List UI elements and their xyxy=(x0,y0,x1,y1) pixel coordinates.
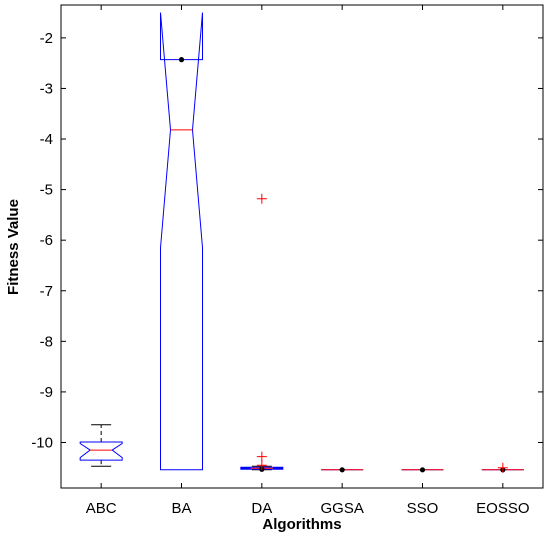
x-tick-label: GGSA xyxy=(320,500,363,517)
y-tick-label: -4 xyxy=(40,131,53,148)
box-da xyxy=(240,193,284,472)
x-axis-title: Algorithms xyxy=(262,516,341,533)
outlier-marker xyxy=(256,193,267,204)
y-tick-label: -9 xyxy=(40,384,53,401)
mean-marker xyxy=(339,467,345,473)
x-tick-label: ABC xyxy=(86,500,117,517)
box-eosso xyxy=(481,462,524,473)
y-axis-title: Fitness Value xyxy=(5,199,22,295)
y-tick-label: -5 xyxy=(40,182,53,199)
outlier-marker xyxy=(497,462,508,473)
box-outline xyxy=(79,441,123,461)
y-tick-label: -2 xyxy=(40,30,53,47)
outlier-marker xyxy=(256,460,267,471)
box-abc xyxy=(79,424,123,467)
y-tick-label: -10 xyxy=(31,434,53,451)
plot-area xyxy=(60,4,544,489)
box-sso xyxy=(401,467,444,473)
y-tick-label: -3 xyxy=(40,80,53,97)
y-tick-label: -7 xyxy=(40,283,53,300)
x-tick-label: DA xyxy=(251,500,272,517)
y-tick-label: -8 xyxy=(40,333,53,350)
box-ggsa xyxy=(321,467,364,473)
box-ba xyxy=(160,12,203,471)
outlier-marker xyxy=(256,451,267,462)
mean-marker xyxy=(178,57,185,63)
x-tick-label: EOSSO xyxy=(476,500,529,517)
x-axis: ABC BA DA GGSA SSO EOSSO xyxy=(86,5,530,517)
box-outline xyxy=(160,12,203,471)
y-axis: -2 -3 -4 -5 -6 -7 -8 -9 -10 xyxy=(31,30,543,451)
x-tick-label: BA xyxy=(171,500,191,517)
mean-marker xyxy=(419,467,426,473)
x-tick-label: SSO xyxy=(407,500,439,517)
box-group xyxy=(79,12,524,473)
box-outline xyxy=(240,466,284,470)
y-tick-label: -6 xyxy=(40,232,53,249)
